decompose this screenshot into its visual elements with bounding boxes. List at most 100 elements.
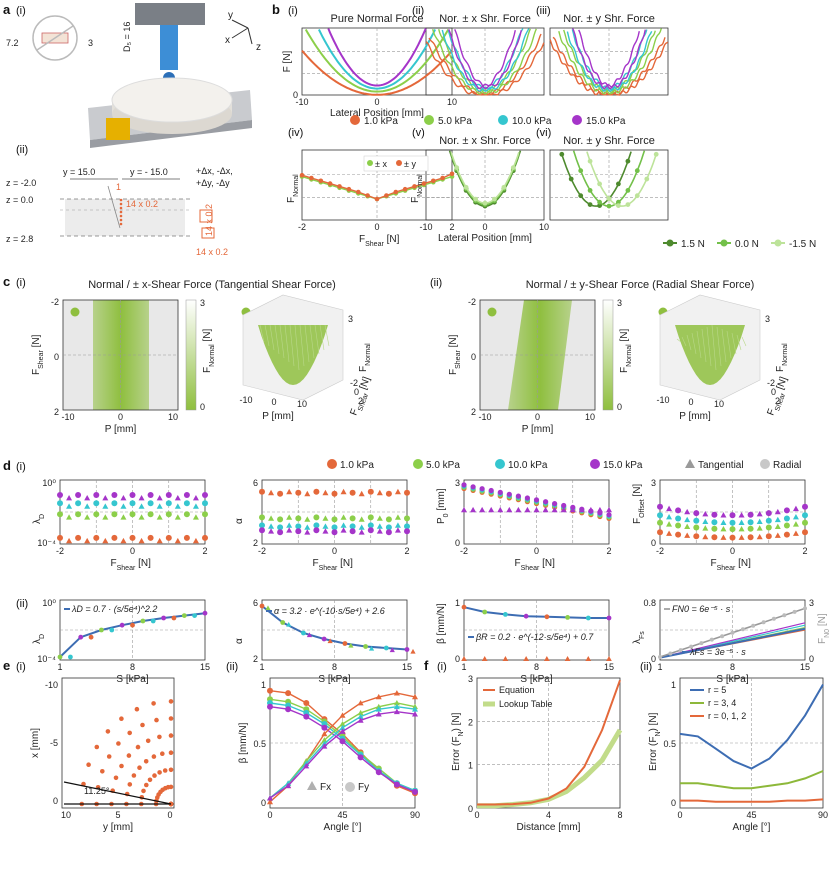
- e-i-xtick-1: 5: [115, 810, 120, 820]
- e-ii-fy-point-3: [339, 738, 346, 745]
- sublabel-b-v: (v): [412, 127, 425, 139]
- b-vi-point-2: [625, 202, 631, 208]
- e-ii-fx-point-0: [393, 690, 400, 696]
- d-r1-dot-1-0: [277, 490, 284, 497]
- d-r2-xtick-3-0: 1: [657, 662, 662, 672]
- c-xtick-i-2: 10: [168, 412, 178, 422]
- e-i-grid-point: [141, 788, 146, 794]
- d-r2-ytick-bot-3: 0: [651, 654, 656, 664]
- d-r1-tri-1-0: [268, 489, 275, 496]
- grid-schematic: y = 15.0 y = - 15.0 z = -2.0 z = 0.0 z =…: [6, 166, 233, 257]
- b-ii-curve-3--1: [448, 29, 516, 90]
- f-ii-line-2: [680, 798, 824, 803]
- sublabel-a-ii: (ii): [16, 144, 28, 156]
- d-r1-tri-0-2: [156, 503, 163, 509]
- d-r1-dot-1-2: [259, 522, 265, 529]
- d-r1-tri-0-1: [138, 514, 145, 520]
- d-r1-dot-0-3: [75, 492, 82, 498]
- panel-label-f: f: [424, 658, 429, 673]
- b-vi-curve-0: [561, 151, 632, 207]
- d-r2-pt-0: [130, 622, 135, 628]
- b-iv-point-1: [299, 172, 305, 178]
- d-r2-pt-1: [383, 645, 389, 651]
- d-r2-tri-1: [306, 632, 313, 638]
- c-3d-mesh-i-8: [299, 324, 305, 367]
- b-ii-curve-1-1: [438, 28, 537, 95]
- d-r1-tri-0-3: [102, 495, 109, 501]
- axis-y-a: y: [228, 10, 233, 21]
- c-3d-mesh-i-1: [264, 324, 270, 347]
- d-r1-tri-3-2: [756, 518, 763, 525]
- d-r2-xtick-3-1: 8: [730, 662, 735, 672]
- c-3d-mesh-ii-0: [676, 338, 682, 343]
- e-i-grid-point: [131, 773, 137, 778]
- moves-1: +Δx, -Δx,: [196, 166, 233, 176]
- z-label-0: z = -2.0: [6, 178, 36, 188]
- d-r1-ytick-top-3: 3: [651, 478, 656, 488]
- d-r1-ytick-top-2: 3: [455, 478, 460, 488]
- f-i-xtick-0: 0: [474, 810, 479, 820]
- d-r1-dot-3-0: [657, 529, 663, 536]
- b-vi-point-1: [634, 168, 640, 174]
- d-r1-dot-3-0: [747, 534, 754, 541]
- f-ii-ylabel: Error (FN) [N]: [648, 712, 662, 771]
- e-ii-fx-point-2: [412, 706, 418, 712]
- c-3d-ytick-ii-2: 2: [775, 396, 780, 406]
- d-r1-tri-3-0: [792, 530, 799, 536]
- e-i-grid-point: [162, 768, 168, 773]
- b-vi-point-0: [597, 203, 602, 209]
- d-r1-xtick-0-0: -2: [56, 546, 64, 556]
- b-offset-legend-label-0: 1.5 N: [681, 239, 705, 250]
- c-cbar-tick-bot-i: 0: [200, 402, 205, 412]
- f-ii-legend-2: r = 0, 1, 2: [708, 711, 746, 721]
- b-i-curve-2: [318, 29, 437, 90]
- c-ylabel-ii: FShear [N]: [448, 334, 462, 375]
- d-r1-tri-3-3: [774, 508, 781, 515]
- c-3d-mesh-i-3: [274, 324, 280, 355]
- d-r1-dot-1-1: [385, 516, 392, 523]
- c-3d-ytick-i-1: 0: [354, 387, 359, 397]
- sublabel-c-ii: (ii): [430, 277, 442, 289]
- e-i-ylabel: x [mm]: [30, 728, 41, 758]
- d-r1-dot-3-0: [729, 534, 736, 541]
- e-i-xlabel: y [mm]: [103, 822, 133, 833]
- d-r1-p0-tang: [542, 506, 549, 513]
- e-i-grid-point: [143, 759, 149, 764]
- c-3d-xlabel-ii: P [mm]: [679, 411, 711, 422]
- d-r1-p0-radial-3: [470, 484, 476, 490]
- d-r1-tri-0-0: [192, 537, 199, 544]
- c-3d-zlabel-i: FNormal: [358, 343, 372, 372]
- e-ii-fx-point-1: [321, 737, 328, 743]
- b-iv-point-1: [402, 186, 408, 192]
- d-r1-dot-1-1: [313, 514, 320, 521]
- d-r2-tri-2: [606, 656, 612, 662]
- d-r1-dot-1-2: [367, 522, 374, 529]
- d-r2-pt-1: [404, 647, 410, 652]
- d-r1-dot-0-2: [93, 500, 100, 507]
- d-r1-dot-0-2: [165, 500, 172, 507]
- panel-label-b: b: [272, 2, 280, 17]
- b-vi-point-0: [625, 158, 631, 164]
- b-offset-legend-label-1: 0.0 N: [735, 239, 759, 250]
- panel-d: (i) (ii) 1.0 kPa 5.0 kPa 10.0 kPa 15.0 kPa Tan…: [16, 459, 831, 685]
- c-3d-mesh-ii-9: [721, 328, 727, 363]
- e-i-grid-point: [105, 729, 111, 734]
- d-r2-tri-1: [389, 647, 395, 653]
- e-i-xtick-2: 0: [167, 810, 172, 820]
- d-r2-pt-1: [280, 620, 286, 625]
- b-vi-point-0: [568, 176, 574, 182]
- e-i-grid-point: [135, 744, 141, 750]
- d-legend-label-4: Tangential: [698, 460, 744, 471]
- e-i-angle-line: [63, 781, 172, 805]
- b-iv-point-1: [346, 186, 352, 192]
- b-vi-point-1: [597, 199, 602, 205]
- d-r1-dot-3-0: [802, 529, 808, 536]
- d-r1-p0-tang: [578, 506, 585, 513]
- d-r2-xlabel-3: S [kPa]: [716, 674, 748, 685]
- d-r1-tri-0-3: [174, 495, 181, 501]
- e-ii-fx-point-3: [412, 711, 418, 717]
- d-r1-p0-radial-3: [543, 499, 549, 505]
- d-r1-tri-1-3: [340, 527, 347, 533]
- d-r1-ytick-top-1: 6: [253, 478, 258, 488]
